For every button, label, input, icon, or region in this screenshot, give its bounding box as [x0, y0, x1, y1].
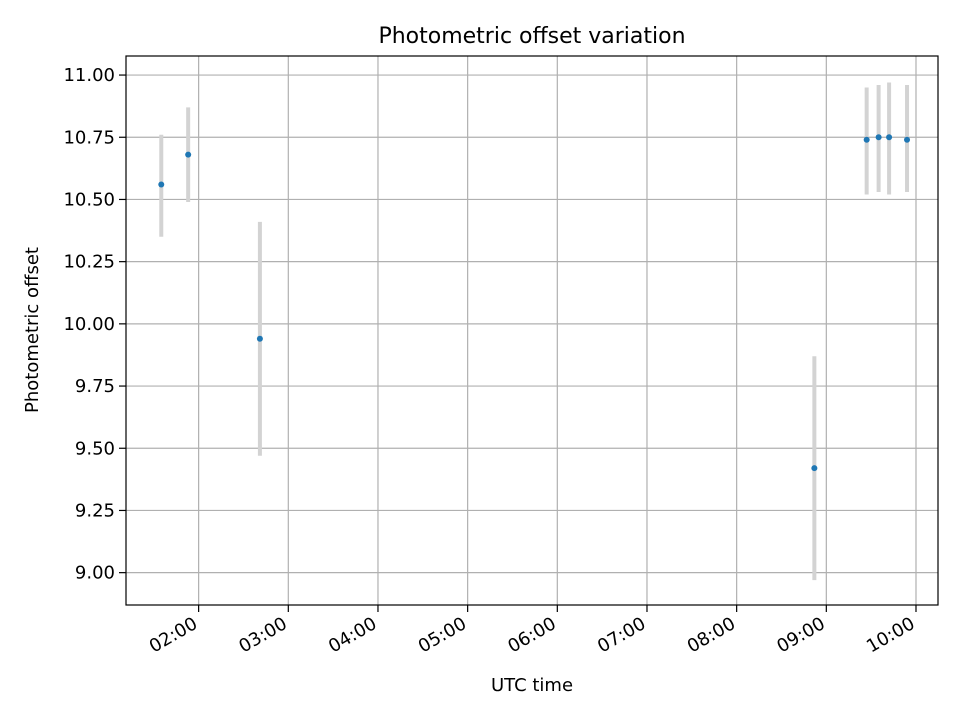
y-tick-label: 10.75	[63, 127, 115, 148]
data-point	[811, 465, 818, 472]
data-point	[875, 134, 882, 141]
data-point	[863, 136, 870, 143]
y-tick-label: 9.50	[75, 438, 115, 459]
y-tick-label: 11.00	[63, 65, 115, 86]
data-points	[158, 134, 911, 472]
y-tick-label: 9.75	[75, 376, 115, 397]
data-point	[256, 335, 263, 342]
data-point	[185, 151, 192, 158]
y-tick-label: 9.00	[75, 563, 115, 584]
plot-frame	[125, 55, 939, 606]
data-point	[886, 134, 893, 141]
data-point	[158, 181, 165, 188]
chart-title: Photometric offset variation	[378, 24, 685, 49]
grid	[126, 56, 938, 605]
x-axis-label: UTC time	[491, 675, 573, 696]
y-tick-label: 9.25	[75, 500, 115, 521]
y-axis-label: Photometric offset	[22, 247, 43, 413]
data-point	[904, 136, 911, 143]
y-tick-label: 10.50	[63, 189, 115, 210]
y-tick-label: 10.00	[63, 314, 115, 335]
y-axis-ticks: 9.00 9.25 9.50 9.75 10.00 10.25 10.50 10.75 11.0…	[63, 65, 126, 584]
y-tick-label: 10.25	[63, 252, 115, 273]
